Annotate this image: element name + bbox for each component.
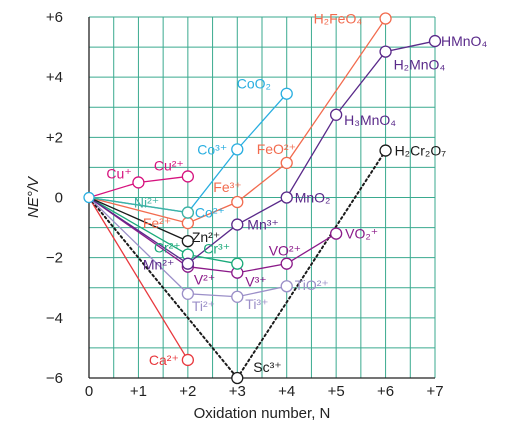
- species-label: Fe²⁺: [143, 215, 171, 231]
- x-tick-label: +6: [377, 383, 394, 400]
- species-label: Ni²⁺: [134, 195, 159, 211]
- species-label: V³⁺: [245, 274, 266, 290]
- data-point: [329, 108, 343, 121]
- y-tick-label: −4: [46, 310, 63, 327]
- axes: 0 +1 +2 +3 +4 +5 +6 +7 −6 −4 −2 0 +2 +4 +6: [46, 9, 444, 400]
- y-tick-label: +4: [46, 69, 63, 86]
- data-point: [181, 170, 195, 183]
- species-label: Mn³⁺: [247, 217, 278, 233]
- species-label: Cu⁺: [106, 165, 131, 181]
- y-tick-label: −2: [46, 250, 63, 267]
- data-point: [428, 34, 442, 48]
- x-tick-label: +1: [130, 383, 147, 400]
- species-label: Fe³⁺: [213, 179, 241, 195]
- series-line: [88, 196, 188, 214]
- data-point: [132, 176, 145, 189]
- species-labels: Ca²⁺ Sc³⁺ H₂Cr₂O₇ Ti²⁺ Ti³⁺ TiO²⁺ V²⁺ V³⁺VO²⁺ VO…: [83, 11, 487, 385]
- data-point: [231, 195, 244, 209]
- species-label: Cu²⁺: [154, 157, 184, 173]
- species-label: VO²⁺: [269, 243, 301, 259]
- x-tick-label: 0: [85, 383, 93, 400]
- data-point: [379, 12, 392, 25]
- species-label: Sc³⁺: [253, 359, 281, 375]
- data-point: [280, 191, 293, 204]
- data-point: [379, 144, 392, 157]
- species-label: Co²⁺: [195, 205, 225, 221]
- species-label: Co³⁺: [197, 141, 227, 157]
- data-point: [231, 371, 244, 385]
- species-label: H₂FeO₄: [314, 11, 363, 27]
- species-label: Ca²⁺: [149, 352, 179, 368]
- grid: [88, 16, 436, 379]
- series-line: [88, 197, 189, 361]
- y-tick-label: +6: [46, 9, 63, 26]
- species-label: H₂MnO₄: [394, 57, 446, 73]
- data-point: [280, 87, 293, 100]
- species-label: Mn²⁺: [143, 257, 175, 273]
- data-point: [379, 45, 392, 58]
- data-point: [280, 257, 293, 270]
- x-tick-label: +5: [328, 383, 345, 400]
- data-point: [181, 353, 195, 367]
- species-label: Cr²⁺: [154, 240, 181, 256]
- origin-point: [83, 191, 95, 204]
- data-point: [181, 216, 195, 230]
- species-label: CoO₂: [237, 76, 271, 92]
- data-point: [181, 234, 195, 248]
- y-tick-label: +2: [46, 129, 63, 146]
- x-tick-label: +4: [278, 383, 295, 400]
- x-tick-label: +3: [229, 383, 246, 400]
- x-axis-title: Oxidation number, N: [194, 405, 331, 422]
- species-label: Zn²⁺: [192, 229, 220, 245]
- data-point: [231, 257, 244, 270]
- species-label: Ti²⁺: [192, 298, 215, 314]
- series-line: [88, 196, 239, 379]
- data-point: [181, 257, 195, 270]
- species-label: Ti³⁺: [245, 296, 268, 312]
- y-tick-label: 0: [55, 190, 63, 207]
- data-point: [181, 287, 195, 300]
- species-label: MnO₂: [295, 190, 331, 206]
- species-label: H₂Cr₂O₇: [395, 143, 447, 159]
- x-tick-label: +7: [426, 383, 443, 400]
- data-point: [280, 280, 293, 293]
- y-axis-title: NE°/V: [25, 175, 42, 218]
- series-line: [236, 149, 387, 379]
- species-label: FeO²⁺: [257, 141, 296, 157]
- data-point: [231, 290, 244, 303]
- series-line: [88, 197, 287, 298]
- data-point: [181, 206, 195, 219]
- series-line: [88, 196, 189, 242]
- data-point: [231, 218, 244, 231]
- data-point: [329, 227, 343, 240]
- species-label: Cr³⁺: [203, 241, 230, 257]
- species-label: HMnO₄: [441, 33, 487, 49]
- species-label: TiO²⁺: [295, 277, 329, 293]
- species-label: H₃MnO₄: [344, 112, 396, 128]
- y-tick-label: −6: [46, 370, 63, 387]
- data-point: [231, 143, 244, 156]
- x-tick-label: +2: [179, 383, 196, 400]
- data-point: [280, 156, 293, 170]
- species-label: V²⁺: [194, 272, 215, 288]
- species-label: VO₂⁺: [345, 226, 378, 242]
